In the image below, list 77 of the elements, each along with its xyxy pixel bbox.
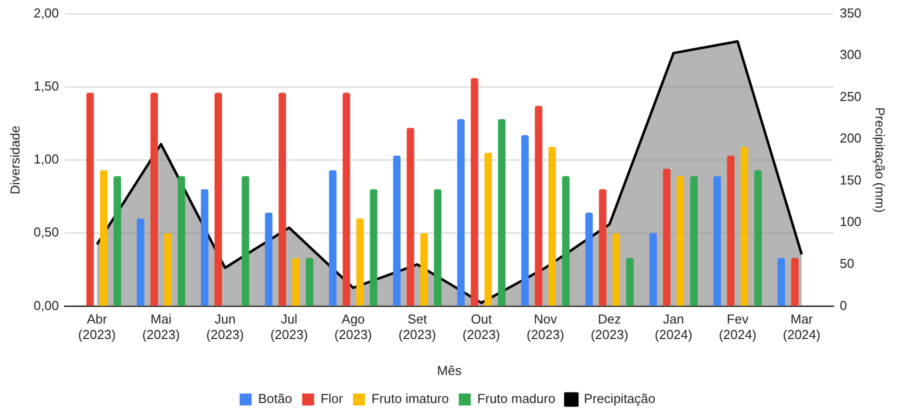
bar — [420, 233, 428, 306]
bar — [292, 258, 300, 306]
x-tick-label: Dez (2023) — [590, 312, 628, 342]
x-tick-label: Mar (2024) — [782, 312, 820, 342]
bar — [264, 212, 272, 306]
x-tick-label: Ago (2023) — [334, 312, 372, 342]
x-tick-label: Fev (2024) — [718, 312, 756, 342]
bar — [484, 152, 492, 306]
bar — [457, 119, 465, 306]
bar — [548, 146, 556, 306]
bar — [100, 170, 108, 306]
bar — [278, 92, 286, 306]
y2-tick-label: 50 — [840, 256, 854, 272]
y2-tick-label: 300 — [840, 47, 862, 62]
bar — [200, 189, 208, 306]
bar — [612, 233, 620, 306]
x-tick-label: Jul (2023) — [270, 312, 308, 342]
y2-tick-label: 350 — [840, 5, 862, 20]
bar — [406, 128, 414, 306]
x-tick-label: Out (2023) — [462, 312, 500, 342]
y-tick-label: 0,50 — [34, 224, 59, 240]
legend-label: Fruto maduro — [477, 391, 556, 406]
bar — [164, 233, 172, 306]
bar — [434, 189, 442, 306]
bar — [778, 258, 785, 306]
bar — [727, 156, 735, 306]
bar — [214, 92, 222, 306]
y2-tick-label: 250 — [840, 88, 862, 104]
bar — [329, 170, 337, 306]
y2-tick-label: 100 — [840, 214, 862, 230]
y2-axis-title: Precipitação (mm) — [872, 107, 888, 213]
legend-label: Botão — [258, 391, 292, 406]
bar — [626, 258, 634, 306]
bar — [562, 176, 570, 306]
bar — [791, 258, 799, 306]
bar — [470, 78, 478, 306]
bar — [676, 176, 684, 306]
x-axis-title: Mês — [437, 362, 462, 378]
bar — [306, 258, 314, 306]
legend-label: Flor — [320, 391, 344, 406]
bar — [649, 233, 657, 306]
x-tick-label: Mai (2023) — [142, 312, 180, 342]
bar — [690, 176, 698, 306]
y-tick-label: 1,50 — [34, 78, 59, 94]
bar — [598, 189, 606, 306]
bar — [136, 218, 144, 306]
y-tick-label: 2,00 — [34, 5, 59, 20]
y2-tick-label: 200 — [840, 130, 862, 146]
y2-tick-label: 0 — [840, 298, 847, 313]
legend-label: Precipitação — [584, 391, 656, 406]
bar — [242, 176, 250, 306]
bar — [114, 176, 122, 306]
bar — [754, 170, 762, 306]
x-tick-label: Nov (2023) — [526, 312, 564, 342]
bar — [178, 176, 186, 306]
x-tick-label: Set (2023) — [398, 312, 436, 342]
y-tick-label: 0,00 — [34, 298, 59, 313]
y-tick-label: 1,00 — [34, 152, 59, 167]
legend-label: Fruto imaturo — [371, 391, 449, 406]
bar — [662, 168, 670, 306]
bar — [740, 146, 748, 306]
bar — [585, 212, 593, 306]
bar — [713, 176, 721, 306]
x-tick-label: Jan (2024) — [654, 312, 692, 342]
bar — [498, 119, 506, 306]
bar — [86, 92, 94, 306]
bar — [150, 92, 158, 306]
y2-tick-label: 150 — [840, 172, 862, 188]
bar — [393, 156, 401, 306]
bar — [370, 189, 378, 306]
bar — [534, 106, 542, 306]
bar — [342, 92, 350, 306]
y-axis-title: Diversidade — [7, 126, 22, 194]
x-tick-label: Jun (2023) — [206, 312, 244, 342]
bar — [521, 135, 529, 306]
bar — [356, 218, 364, 306]
x-tick-label: Abr (2023) — [78, 312, 116, 342]
